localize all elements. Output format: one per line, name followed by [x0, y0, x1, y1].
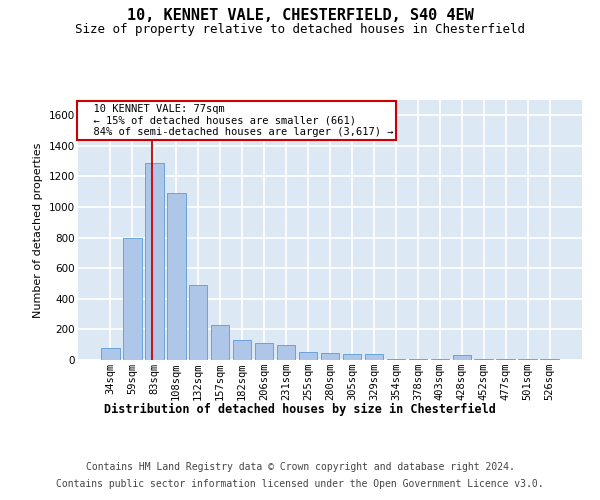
Bar: [452, 356, 471, 360]
Text: Contains HM Land Registry data © Crown copyright and database right 2024.: Contains HM Land Registry data © Crown c…: [86, 462, 514, 472]
Bar: [167, 194, 185, 360]
Bar: [365, 354, 383, 360]
Bar: [475, 359, 493, 360]
Bar: [123, 238, 142, 360]
Text: Size of property relative to detached houses in Chesterfield: Size of property relative to detached ho…: [75, 22, 525, 36]
Text: Distribution of detached houses by size in Chesterfield: Distribution of detached houses by size …: [104, 402, 496, 415]
Bar: [541, 359, 559, 360]
Bar: [496, 359, 515, 360]
Bar: [518, 359, 537, 360]
Bar: [409, 359, 427, 360]
Bar: [299, 352, 317, 360]
Bar: [320, 353, 340, 360]
Text: 10 KENNET VALE: 77sqm
  ← 15% of detached houses are smaller (661)
  84% of semi: 10 KENNET VALE: 77sqm ← 15% of detached …: [80, 104, 393, 137]
Bar: [211, 325, 229, 360]
Bar: [255, 343, 274, 360]
Bar: [343, 354, 361, 360]
Bar: [386, 359, 405, 360]
Bar: [233, 340, 251, 360]
Bar: [431, 359, 449, 360]
Y-axis label: Number of detached properties: Number of detached properties: [34, 142, 43, 318]
Text: Contains public sector information licensed under the Open Government Licence v3: Contains public sector information licen…: [56, 479, 544, 489]
Bar: [145, 162, 164, 360]
Bar: [189, 285, 208, 360]
Bar: [101, 348, 119, 360]
Bar: [277, 344, 295, 360]
Text: 10, KENNET VALE, CHESTERFIELD, S40 4EW: 10, KENNET VALE, CHESTERFIELD, S40 4EW: [127, 8, 473, 22]
